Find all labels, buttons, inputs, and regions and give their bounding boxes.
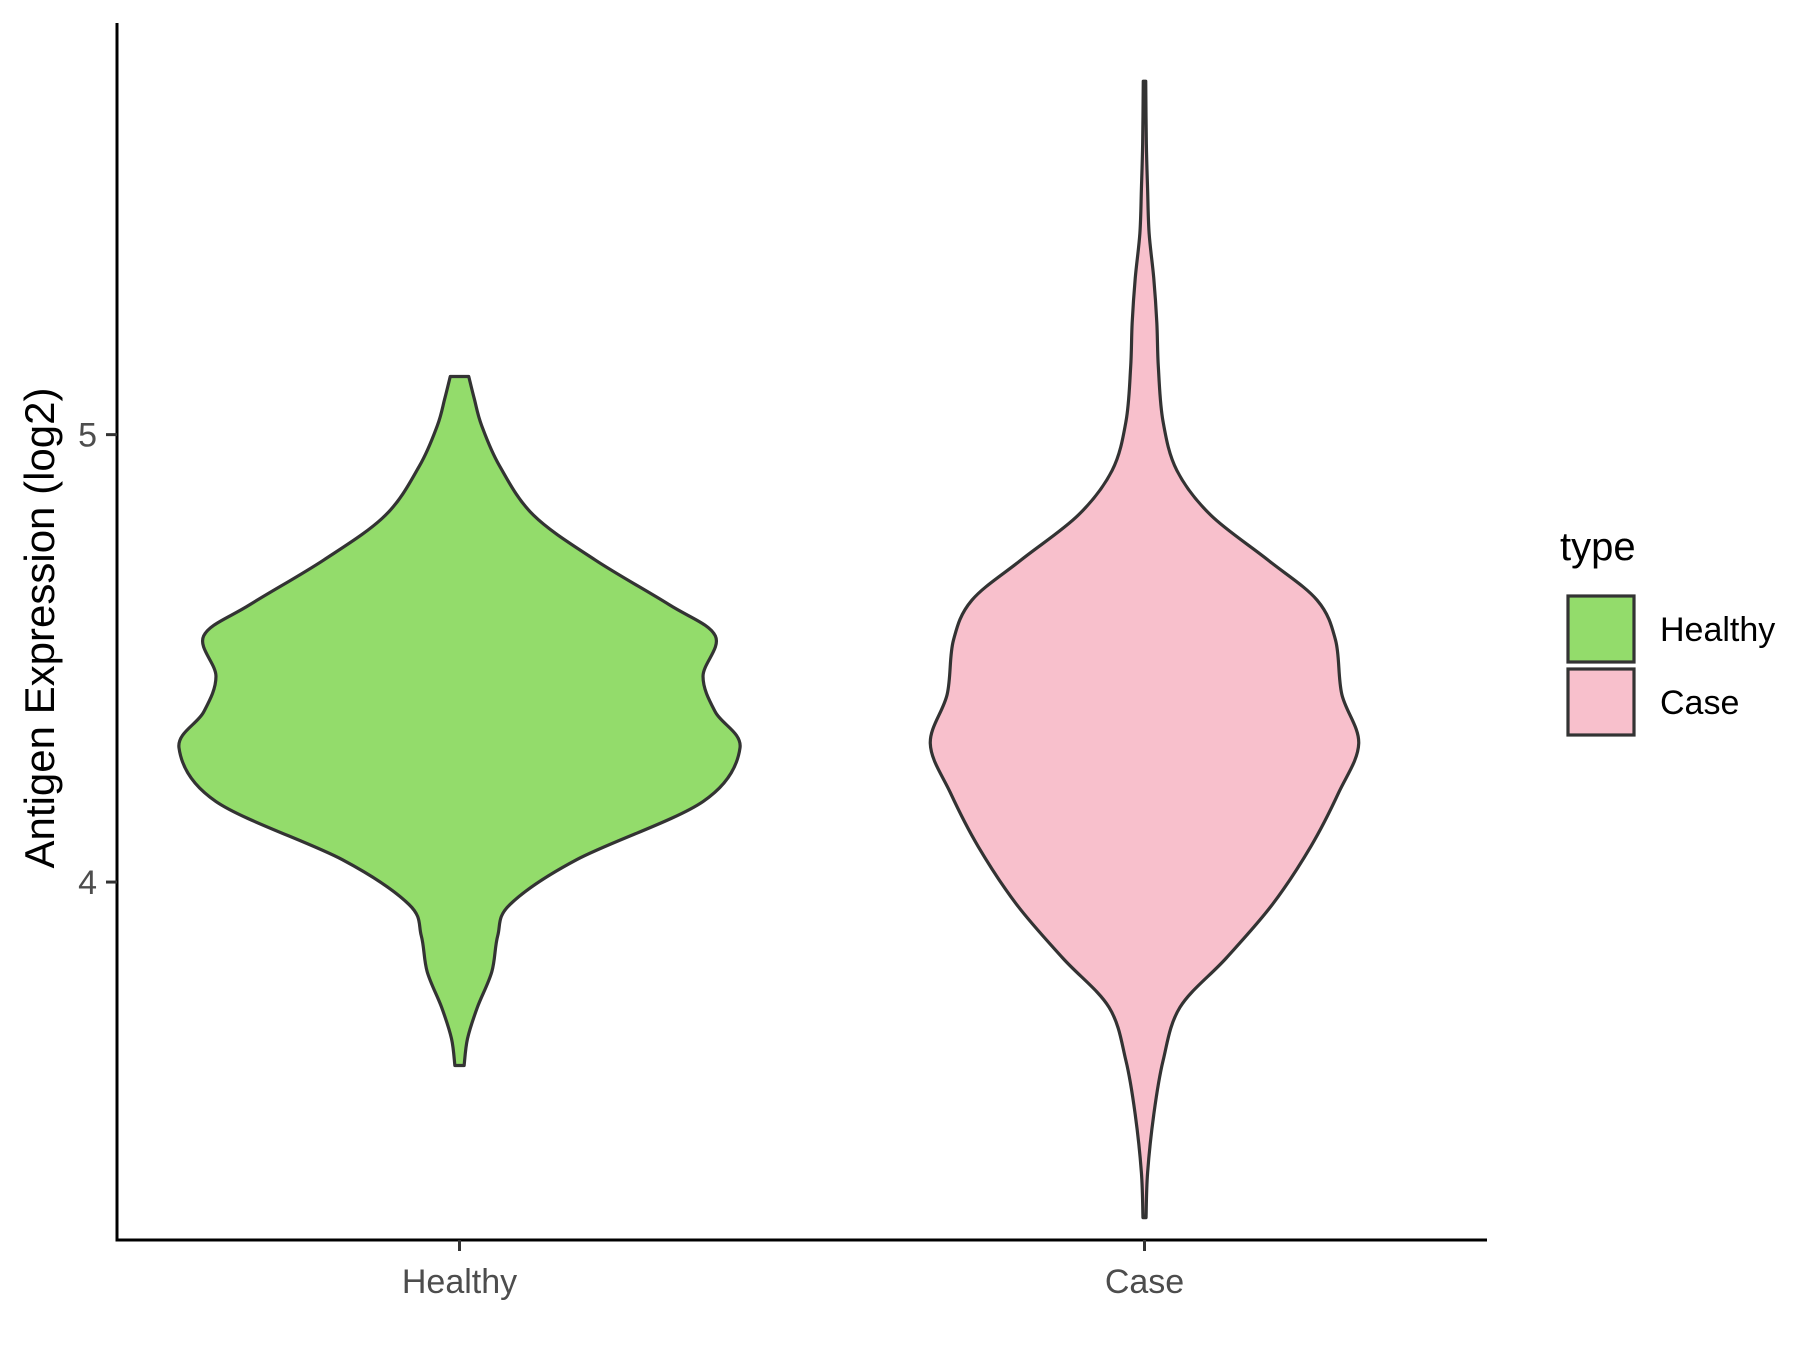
axes: 4 5 Healthy Case <box>78 23 1487 1301</box>
violin-case <box>928 79 1361 1220</box>
legend-key-healthy <box>1566 594 1636 664</box>
legend-label-case: Case <box>1660 684 1739 722</box>
legend-title: type <box>1560 525 1636 569</box>
legend-key-case <box>1566 667 1636 737</box>
legend: type Healthy Case <box>1560 525 1775 737</box>
y-axis-title: Antigen Expression (log2) <box>16 388 63 869</box>
x-tick-label-healthy: Healthy <box>402 1263 517 1301</box>
y-tick-label-4: 4 <box>78 864 97 902</box>
legend-label-healthy: Healthy <box>1660 611 1775 649</box>
violin-layer <box>177 79 1361 1220</box>
violin-healthy <box>177 374 742 1068</box>
x-tick-label-case: Case <box>1105 1263 1184 1301</box>
y-tick-label-5: 5 <box>78 417 97 455</box>
